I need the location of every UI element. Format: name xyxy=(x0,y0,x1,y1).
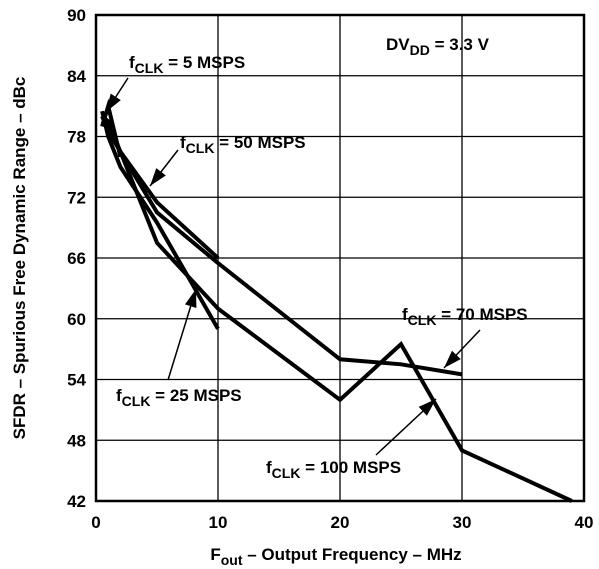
dvdd-rest: = 3.3 V xyxy=(430,35,490,54)
x-axis-title: Fout – Output Frequency – MHz xyxy=(210,545,461,568)
y-tick-label: 60 xyxy=(67,310,86,329)
legend-label-50msps: fCLK = 50 MSPS xyxy=(180,133,306,156)
legend-label-5msps: fCLK = 5 MSPS xyxy=(129,53,245,76)
x-axis-title-main: F xyxy=(210,545,220,564)
arrowhead-70msps xyxy=(444,350,461,368)
arrowhead-100msps xyxy=(418,399,436,416)
y-tick-label: 42 xyxy=(67,492,86,511)
legend-label-70msps: fCLK = 70 MSPS xyxy=(402,305,528,328)
plot-frame xyxy=(94,13,586,503)
x-tick-label: 0 xyxy=(91,513,100,532)
y-tick-label: 48 xyxy=(67,431,86,450)
series-lines xyxy=(100,98,573,503)
series-line-50msps xyxy=(100,115,220,260)
leader-arrows xyxy=(105,77,481,456)
y-tick-label: 90 xyxy=(67,6,86,25)
y-tick-label: 54 xyxy=(67,371,86,390)
tick-labels: 42 48 54 60 66 72 78 84 90 0 10 20 30 40 xyxy=(67,6,593,532)
y-tick-label: 78 xyxy=(67,128,86,147)
x-tick-label: 30 xyxy=(453,513,472,532)
dvdd-main: DV xyxy=(386,35,410,54)
x-axis-title-rest: – Output Frequency – MHz xyxy=(243,545,462,564)
x-tick-label: 40 xyxy=(575,513,594,532)
series-line-100msps xyxy=(100,114,573,503)
arrowhead-5msps xyxy=(106,93,121,112)
legend-label-100msps: fCLK = 100 MSPS xyxy=(266,458,401,481)
y-tick-label: 84 xyxy=(67,67,86,86)
arrowhead-50msps xyxy=(150,168,166,186)
dvdd-sub: DD xyxy=(410,42,430,58)
dvdd-annotation: DVDD = 3.3 V xyxy=(386,35,490,58)
y-tick-label: 72 xyxy=(67,188,86,207)
x-axis-title-sub: out xyxy=(221,552,243,568)
y-axis-title: SFDR – Spurious Free Dynamic Range – dBc xyxy=(10,77,29,440)
arrowhead-25msps xyxy=(185,289,197,308)
x-tick-label: 10 xyxy=(209,513,228,532)
legend-label-25msps: fCLK = 25 MSPS xyxy=(116,386,242,409)
y-tick-label: 66 xyxy=(67,249,86,268)
x-tick-label: 20 xyxy=(331,513,350,532)
series-line-70msps xyxy=(100,119,463,377)
